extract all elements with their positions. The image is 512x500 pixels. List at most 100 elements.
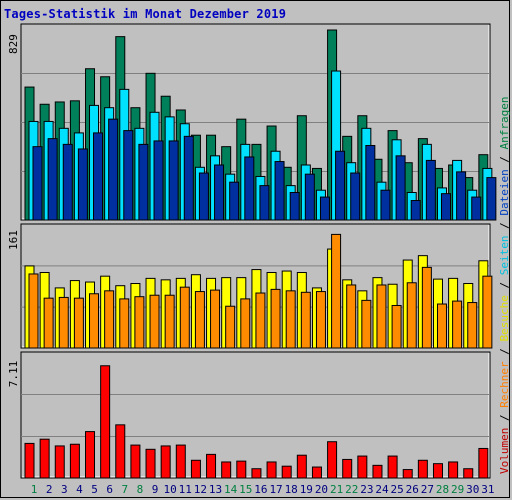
bar-rechner-6 <box>104 290 115 349</box>
bar-volumen-14 <box>221 461 232 479</box>
bar-rechner-18 <box>285 290 296 349</box>
bar-dateien-12 <box>198 172 209 221</box>
side-legend-part: / <box>498 408 511 428</box>
x-tick-label: 23 <box>360 483 373 496</box>
x-tick-label: 9 <box>152 483 159 496</box>
bar-volumen-20 <box>311 466 322 479</box>
bar-volumen-1 <box>24 442 35 479</box>
x-tick-label: 2 <box>46 483 53 496</box>
bar-volumen-9 <box>145 448 156 479</box>
bar-dateien-15 <box>244 156 255 221</box>
bar-volumen-16 <box>251 468 262 479</box>
bar-dateien-4 <box>77 148 88 221</box>
side-legend-part: / <box>498 275 511 295</box>
side-legend: Volumen / Rechner / Besuche / Seiten / D… <box>498 96 511 474</box>
bar-dateien-28 <box>440 193 451 221</box>
panel-bottom-background <box>20 351 491 479</box>
bar-volumen-26 <box>402 469 413 479</box>
bar-dateien-24 <box>380 189 391 221</box>
bar-volumen-30 <box>463 468 474 479</box>
chart-title: Tages-Statistik im Monat Dezember 2019 <box>4 7 287 21</box>
x-tick-label: 18 <box>285 483 298 496</box>
side-legend-part: / <box>498 342 511 362</box>
bar-volumen-25 <box>387 455 398 479</box>
bar-rechner-3 <box>58 296 69 349</box>
bar-rechner-15 <box>240 298 251 349</box>
bar-rechner-25 <box>391 304 402 349</box>
bar-rechner-19 <box>300 291 311 349</box>
bar-rechner-24 <box>376 284 387 349</box>
x-tick-label: 14 <box>224 483 238 496</box>
bar-volumen-12 <box>190 459 201 479</box>
bar-volumen-19 <box>296 454 307 479</box>
bar-rechner-16 <box>255 292 266 349</box>
bar-rechner-12 <box>194 291 205 349</box>
bar-rechner-29 <box>452 300 463 349</box>
x-tick-label: 5 <box>91 483 98 496</box>
x-tick-label: 31 <box>481 483 494 496</box>
bar-rechner-28 <box>436 303 447 349</box>
ymax-label-middle: 161 <box>7 230 20 250</box>
bar-volumen-31 <box>478 447 489 479</box>
x-tick-label: 25 <box>390 483 403 496</box>
bar-dateien-30 <box>471 196 482 221</box>
x-tick-label: 24 <box>375 483 389 496</box>
bar-volumen-18 <box>281 465 292 479</box>
bar-volumen-21 <box>327 441 338 479</box>
bar-dateien-29 <box>456 171 467 221</box>
bar-rechner-8 <box>134 296 145 349</box>
x-tick-label: 19 <box>300 483 313 496</box>
ymax-label-top: 829 <box>7 34 20 54</box>
x-tick-label: 6 <box>106 483 113 496</box>
bar-rechner-4 <box>73 297 84 349</box>
x-tick-label: 27 <box>421 483 434 496</box>
bar-rechner-26 <box>406 282 417 349</box>
x-tick-label: 30 <box>466 483 479 496</box>
bar-dateien-11 <box>183 135 194 221</box>
bar-rechner-10 <box>164 294 175 349</box>
x-tick-label: 4 <box>76 483 83 496</box>
panel-middle <box>20 223 493 349</box>
x-tick-label: 7 <box>121 483 128 496</box>
bar-volumen-2 <box>39 438 50 479</box>
side-legend-part: / <box>498 216 511 236</box>
x-tick-label: 28 <box>436 483 449 496</box>
bar-volumen-28 <box>432 463 443 479</box>
side-legend-part: Volumen <box>498 428 511 474</box>
bar-rechner-31 <box>482 275 493 349</box>
bar-dateien-22 <box>350 172 361 221</box>
bar-volumen-11 <box>175 444 186 479</box>
bar-dateien-6 <box>108 118 119 221</box>
bar-volumen-23 <box>357 455 368 479</box>
bar-dateien-10 <box>168 140 179 221</box>
series-dateien <box>32 118 497 221</box>
bar-volumen-13 <box>206 453 217 479</box>
bar-volumen-8 <box>130 444 141 479</box>
bar-dateien-17 <box>274 161 285 221</box>
bar-dateien-8 <box>138 143 149 221</box>
x-tick-label: 16 <box>254 483 267 496</box>
x-tick-label: 26 <box>406 483 419 496</box>
x-tick-label: 8 <box>137 483 144 496</box>
side-legend-part: / <box>498 149 511 169</box>
bar-dateien-2 <box>47 138 58 221</box>
bar-rechner-14 <box>225 305 236 349</box>
side-legend-part: Dateien <box>498 169 511 215</box>
bar-dateien-5 <box>93 132 104 221</box>
bar-dateien-13 <box>214 164 225 221</box>
side-legend-part: Anfragen <box>498 96 511 149</box>
bar-dateien-19 <box>304 173 315 221</box>
side-legend-part: Rechner <box>498 361 511 408</box>
bar-rechner-17 <box>270 288 281 349</box>
bar-dateien-27 <box>425 159 436 221</box>
bar-volumen-3 <box>54 445 65 479</box>
bar-dateien-26 <box>410 200 421 221</box>
bar-rechner-1 <box>28 273 39 349</box>
bar-rechner-23 <box>361 299 372 349</box>
series-rechner <box>28 233 493 349</box>
x-tick-label: 15 <box>239 483 252 496</box>
bar-rechner-2 <box>43 297 54 349</box>
bar-dateien-20 <box>319 196 330 221</box>
bar-rechner-20 <box>315 291 326 349</box>
